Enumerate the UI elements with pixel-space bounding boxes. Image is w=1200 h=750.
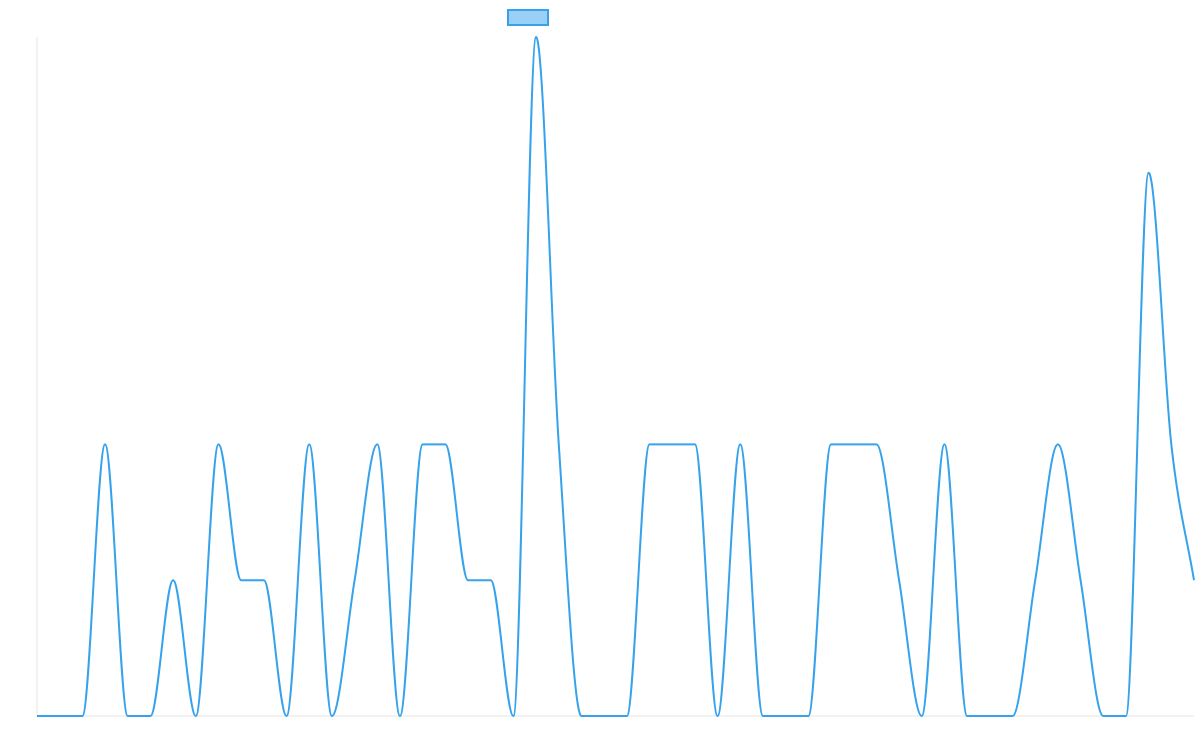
chart-axes bbox=[36, 37, 1194, 717]
series-line-0 bbox=[37, 36, 1195, 717]
series-group bbox=[37, 36, 1195, 717]
legend-swatch[interactable] bbox=[507, 9, 549, 26]
chart-legend[interactable] bbox=[507, 9, 549, 26]
